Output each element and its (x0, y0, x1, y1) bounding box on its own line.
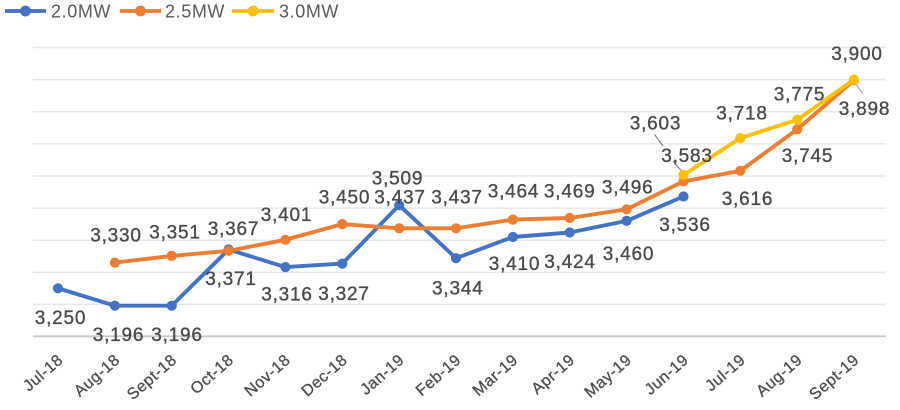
svg-text:3,437: 3,437 (374, 188, 426, 209)
svg-text:3,509: 3,509 (372, 169, 424, 190)
svg-text:3,196: 3,196 (93, 325, 145, 346)
svg-text:3,496: 3,496 (602, 178, 654, 199)
svg-text:3,401: 3,401 (261, 205, 313, 226)
svg-text:3,351: 3,351 (149, 223, 201, 244)
svg-text:3,371: 3,371 (205, 269, 257, 290)
svg-text:3,464: 3,464 (488, 182, 540, 203)
svg-text:2.0MW: 2.0MW (51, 2, 111, 22)
svg-text:2.5MW: 2.5MW (165, 2, 225, 22)
svg-text:3,603: 3,603 (630, 114, 682, 135)
svg-text:3,536: 3,536 (659, 215, 711, 236)
svg-text:3,583: 3,583 (661, 146, 713, 167)
svg-text:3,469: 3,469 (544, 182, 596, 203)
svg-text:3,316: 3,316 (261, 285, 313, 306)
svg-text:3,745: 3,745 (782, 146, 834, 167)
svg-text:3,437: 3,437 (431, 188, 483, 209)
svg-text:3,616: 3,616 (722, 189, 774, 210)
svg-text:3,344: 3,344 (432, 279, 484, 300)
svg-text:3,330: 3,330 (90, 226, 142, 247)
svg-text:3,775: 3,775 (774, 85, 826, 106)
svg-text:3,196: 3,196 (151, 325, 203, 346)
svg-text:3,900: 3,900 (831, 44, 883, 65)
svg-text:3,718: 3,718 (716, 104, 768, 125)
svg-text:3,367: 3,367 (208, 219, 260, 240)
svg-text:3,450: 3,450 (319, 188, 371, 209)
svg-text:3,898: 3,898 (839, 99, 891, 120)
svg-text:3,410: 3,410 (489, 254, 541, 275)
svg-text:3,460: 3,460 (603, 244, 655, 265)
svg-text:3.0MW: 3.0MW (279, 2, 339, 22)
svg-text:3,327: 3,327 (318, 284, 370, 305)
svg-text:3,250: 3,250 (35, 308, 87, 329)
svg-text:3,424: 3,424 (544, 252, 596, 273)
